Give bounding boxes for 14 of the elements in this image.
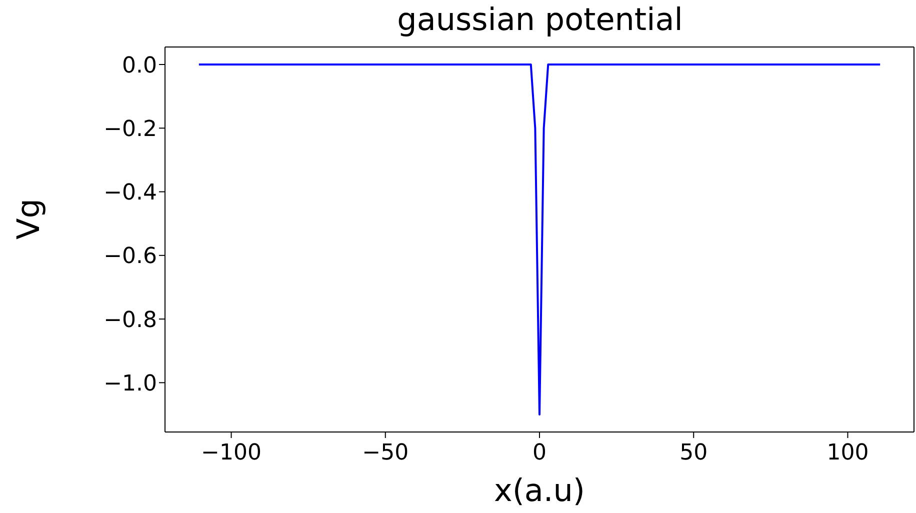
x-tick-label: 50 bbox=[680, 440, 708, 466]
y-tick-label: −0.6 bbox=[104, 244, 157, 270]
y-tick-label: −1.0 bbox=[104, 371, 157, 396]
y-tick-label: −0.4 bbox=[104, 180, 157, 206]
x-tick-label: 0 bbox=[532, 440, 546, 466]
x-tick-label: 100 bbox=[826, 440, 869, 466]
y-tick-label: −0.2 bbox=[104, 116, 157, 142]
x-tick-label: −50 bbox=[362, 440, 409, 466]
x-tick-label: −100 bbox=[201, 440, 262, 466]
y-tick-label: 0.0 bbox=[122, 53, 157, 78]
chart-title: gaussian potential bbox=[396, 2, 684, 38]
y-axis-title: Vg bbox=[11, 198, 48, 240]
x-axis-title: x(a.u) bbox=[494, 473, 586, 509]
y-tick-label: −0.8 bbox=[104, 308, 157, 333]
